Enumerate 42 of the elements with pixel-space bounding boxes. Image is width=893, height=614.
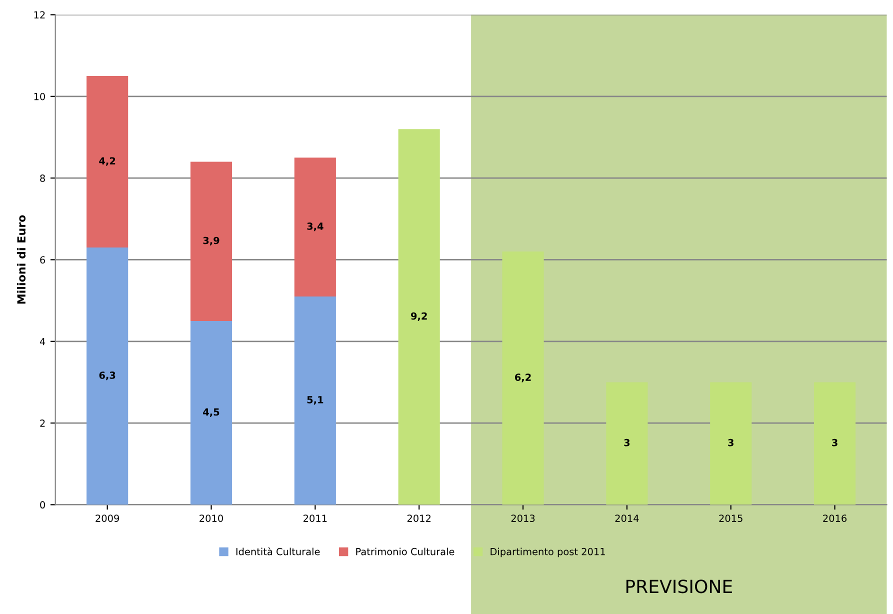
x-tick-label: 2009 [96,514,120,522]
data-label: 4,2 [99,157,116,166]
bar [398,129,440,505]
data-label: 6,3 [99,372,116,380]
x-tick-label: 2013 [511,514,535,522]
legend-label: Identità Culturale [236,547,320,556]
data-label: 3,9 [203,236,220,246]
data-label: 3 [832,438,838,446]
y-tick-label: 10 [34,92,45,100]
bar [86,76,128,248]
data-label: 5,1 [307,396,324,405]
legend-label: Dipartimento post 2011 [490,548,605,558]
bar [86,247,128,505]
y-tick-label: 2 [40,420,45,427]
data-label: 4,5 [203,408,220,417]
bar [294,158,336,296]
bar [502,252,544,505]
x-tick-label: 2010 [200,514,223,522]
x-tick-label: 2011 [304,514,327,522]
data-label: 6,2 [515,374,531,382]
bar [606,382,648,505]
y-tick-label: 4 [40,338,46,346]
y-tick-label: 12 [34,11,45,18]
bar [294,296,336,505]
bar [814,382,856,505]
bar [190,320,232,505]
data-label: 9,2 [410,312,427,321]
y-tick-label: 8 [40,174,45,182]
x-tick-label: 2012 [407,514,430,522]
y-tick-label: 6 [40,256,46,264]
bar [710,382,752,505]
data-label: 3,4 [307,222,324,232]
x-tick-label: 2016 [823,514,847,522]
data-label: 3 [624,438,630,446]
x-tick-label: 2014 [615,514,639,522]
y-tick-label: 0 [40,501,45,509]
data-label: 3 [728,438,734,446]
bar [190,162,232,321]
y-axis-title: Milioni di Euro [16,215,26,304]
band-label: PREVISIONE [626,580,732,594]
x-tick-label: 2015 [719,514,742,522]
legend-label: Patrimonio Culturale [356,548,454,556]
